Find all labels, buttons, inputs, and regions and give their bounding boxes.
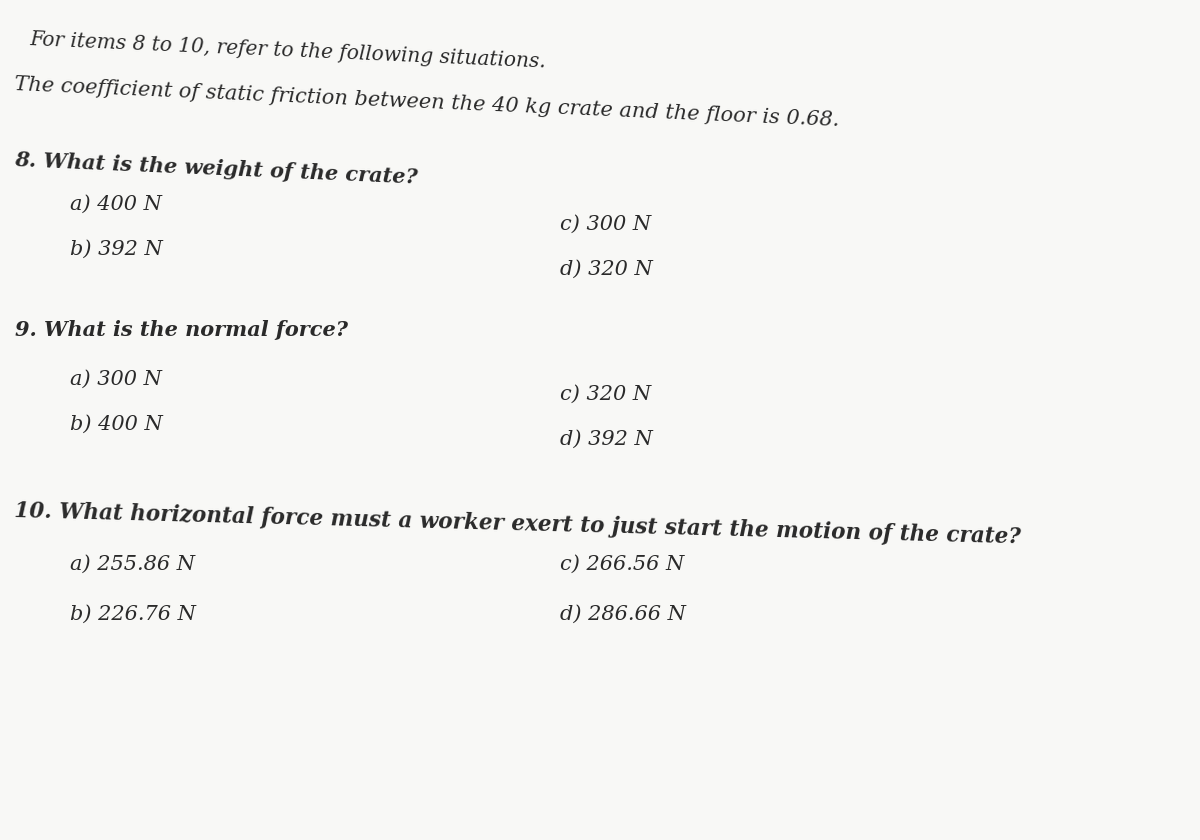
Text: a) 300 N: a) 300 N: [70, 370, 162, 389]
Text: d) 392 N: d) 392 N: [560, 430, 653, 449]
Text: 8. What is the weight of the crate?: 8. What is the weight of the crate?: [14, 150, 419, 187]
Text: b) 392 N: b) 392 N: [70, 240, 163, 259]
Text: a) 400 N: a) 400 N: [70, 195, 162, 214]
Text: The coefficient of static friction between the 40 kg crate and the floor is 0.68: The coefficient of static friction betwe…: [14, 75, 840, 130]
Text: c) 266.56 N: c) 266.56 N: [560, 555, 684, 574]
Text: b) 226.76 N: b) 226.76 N: [70, 605, 196, 624]
Text: 9. What is the normal force?: 9. What is the normal force?: [14, 320, 348, 340]
Text: d) 286.66 N: d) 286.66 N: [560, 605, 686, 624]
Text: b) 400 N: b) 400 N: [70, 415, 163, 434]
Text: a) 255.86 N: a) 255.86 N: [70, 555, 194, 574]
Text: For items 8 to 10, refer to the following situations.: For items 8 to 10, refer to the followin…: [29, 30, 546, 71]
Text: d) 320 N: d) 320 N: [560, 260, 653, 279]
Text: c) 300 N: c) 300 N: [560, 215, 652, 234]
Text: c) 320 N: c) 320 N: [560, 385, 652, 404]
Text: 10. What horizontal force must a worker exert to just start the motion of the cr: 10. What horizontal force must a worker …: [14, 500, 1021, 549]
